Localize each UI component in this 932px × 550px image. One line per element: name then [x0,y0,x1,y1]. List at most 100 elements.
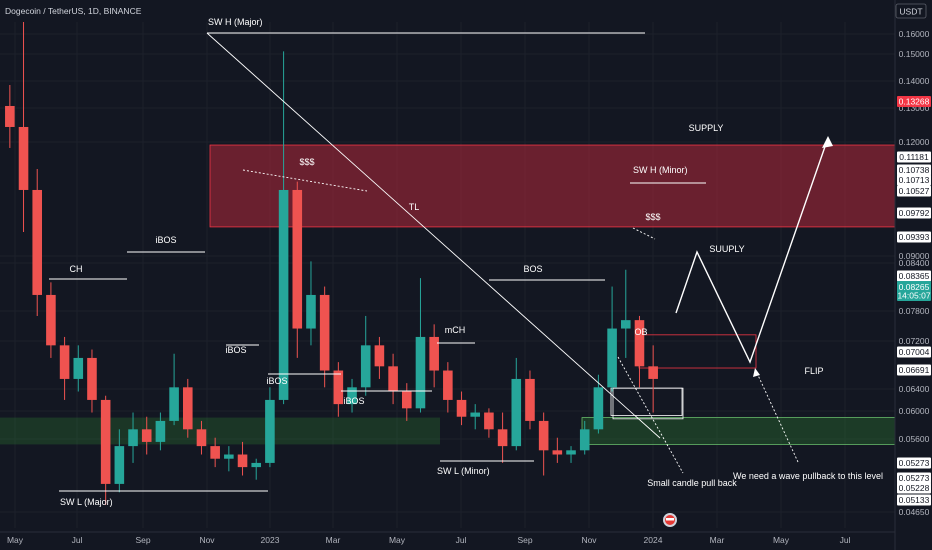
annotation-label: iBOS [225,345,246,355]
price-tick-label: 0.10527 [899,186,930,196]
candle-body [114,446,125,484]
time-tick-label: Jul [840,535,851,545]
supply-price-tag [897,96,931,107]
price-tick-label: 0.06400 [899,384,930,394]
price-level-tag [897,472,931,484]
projection-arrow-head [822,136,833,148]
candle-body [429,336,439,371]
price-tick-label: 0.09000 [899,251,930,261]
drawing-layer [49,32,833,492]
time-tick-label: Sep [517,535,532,545]
candle-body [374,345,385,367]
time-tick-label: Nov [581,535,597,545]
time-tick-label: Jul [456,535,467,545]
annotation-label: $$$ [299,157,314,167]
time-tick-label: Nov [199,535,215,545]
annotation-label: SUUPLY [709,244,744,254]
price-tick-label: 0.07800 [899,306,930,316]
zone-flip [581,417,896,445]
currency-button-frame[interactable] [895,3,927,19]
price-tick-label: 0.05273 [899,473,930,483]
candle-body [32,189,43,295]
candle-body [18,126,29,190]
tradingview-logo [663,513,677,527]
current-price-label: 0.08265 [899,282,930,292]
candle-body [128,429,138,447]
candle-body [100,399,111,484]
candle-body [443,370,453,400]
candle-body [525,378,535,421]
annotation-label: OB [634,327,647,337]
price-axis[interactable]: 0.16000 0.15000 0.14000 0.13000 0.12000 0.111… [894,0,932,550]
liquidity-dotted-line [242,169,368,192]
price-tick-label: 0.07200 [899,336,930,346]
dotted-arrow-line [756,372,799,463]
price-tick-label: 0.05600 [899,434,930,444]
time-tick-label: May [389,535,406,545]
annotation-label: SUPPLY [689,123,724,133]
annotation-label: We need a wave pullback to this level [733,471,883,481]
price-tick-label: 0.06000 [899,406,930,416]
candle-body [237,454,248,468]
candle-body [46,294,56,346]
candle-body [169,387,179,421]
time-tick-label: 2023 [261,535,280,545]
price-level-tag [897,346,931,358]
candle-body [196,429,207,447]
price-tick-label: 0.12000 [899,137,930,147]
logo-icon-bar [666,518,674,521]
time-tick-label: May [773,535,790,545]
candle-body [319,294,330,371]
time-tick-label: Jul [72,535,83,545]
candle-body [87,357,97,400]
time-axis[interactable]: May Jul Sep Nov 2023 Mar May Jul Sep Nov 2024 Mar Ma… [0,531,895,545]
candle-body [511,378,522,447]
candle-body [593,387,604,430]
annotation-label: CH [70,264,83,274]
candle-body [388,366,398,392]
symbol-title[interactable]: Dogecoin / TetherUS, 1D, BINANCE [5,6,142,16]
price-tick-label: 0.14000 [899,76,930,86]
annotation-layer: SW H (Major) SW L (Major) SW H (Minor) SW L… [60,17,883,507]
candle-body [306,294,316,329]
grid-lines [0,22,895,528]
candle-body [634,320,645,367]
candle-layer [5,22,658,505]
annotation-label: SW H (Major) [208,17,263,27]
candle-body [182,387,193,430]
candle-body [620,320,631,329]
annotation-label: FLIP [804,366,823,376]
time-tick-label: May [7,535,24,545]
price-tick-label: 0.10713 [899,175,930,185]
candle-body [566,450,576,455]
candle-body [401,391,412,409]
current-price-tag [897,281,931,301]
candle-body [5,105,15,127]
zone-ob-outline [612,387,684,420]
annotation-label: SW L (Minor) [437,466,490,476]
annotation-label: SW L (Major) [60,497,113,507]
candle-body [579,429,590,451]
annotation-label: SW H (Minor) [633,165,688,175]
price-tick-label: 0.10738 [899,165,930,175]
price-tick-label: 0.09792 [899,208,930,218]
projection-path [675,137,829,364]
time-tick-label: Mar [710,535,725,545]
candle-body [210,446,220,459]
supply-price-label: 0.13268 [899,97,930,107]
price-tick-label: 0.16000 [899,29,930,39]
candle-body [456,399,467,417]
price-level-tag [897,207,931,219]
annotation-label: $$$ [645,212,660,222]
price-tick-label: 0.05273 [899,458,930,468]
annotation-label: Small candle pull back [647,478,737,488]
price-tick-label: 0.11181 [899,152,929,162]
currency-button[interactable]: USDT [899,7,922,17]
candle-body [141,429,152,442]
drawing-line [206,32,661,439]
price-level-tag [897,494,931,506]
candle-body [265,399,275,463]
candle-body [484,412,494,430]
price-tick-label: 0.15000 [899,49,930,59]
